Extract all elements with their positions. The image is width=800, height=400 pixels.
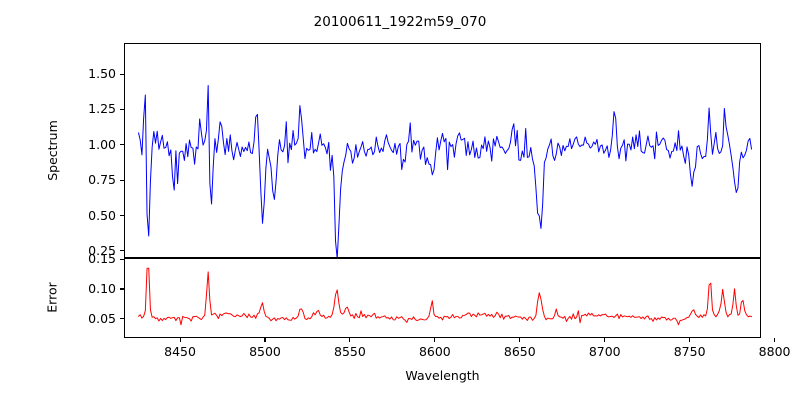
spectrum-ytick-label: 1.00 bbox=[88, 136, 116, 152]
error-ytick-label: 0.15 bbox=[88, 251, 116, 267]
x-axis-label: Wavelength bbox=[405, 368, 480, 383]
spectrum-ytick-mark bbox=[120, 215, 124, 217]
xtick-label: 8800 bbox=[758, 344, 791, 359]
xtick-mark bbox=[434, 338, 436, 342]
error-ytick-label: 0.05 bbox=[88, 310, 116, 326]
xtick-label: 8550 bbox=[334, 344, 366, 359]
error-ytick-mark bbox=[120, 288, 124, 290]
xtick-label: 8450 bbox=[164, 344, 196, 359]
spectrum-line bbox=[138, 84, 753, 257]
page-title: 20100611_1922m59_070 bbox=[313, 14, 487, 30]
spectrum-ytick-label: 1.25 bbox=[88, 101, 116, 117]
xtick-label: 8650 bbox=[503, 344, 536, 359]
xtick-mark bbox=[264, 338, 266, 342]
error-axes[interactable] bbox=[124, 258, 761, 338]
spectrum-ytick-mark bbox=[120, 250, 124, 252]
spectrum-axes[interactable] bbox=[124, 43, 761, 258]
xtick-mark bbox=[349, 338, 351, 342]
error-line bbox=[138, 267, 753, 326]
spectrum-axis-label: Spectrum bbox=[44, 119, 60, 181]
spectrum-ytick-label: 0.25 bbox=[88, 242, 116, 258]
error-trace bbox=[138, 267, 753, 326]
spectrum-ytick-mark bbox=[120, 144, 124, 146]
spectrum-trace bbox=[138, 84, 753, 257]
xtick-label: 8600 bbox=[418, 344, 451, 359]
xtick-mark bbox=[689, 338, 691, 342]
spectrum-ytick-label: 0.50 bbox=[88, 207, 116, 223]
spectrum-ytick-label: 1.50 bbox=[88, 66, 116, 82]
xtick-label: 8700 bbox=[588, 344, 621, 359]
spectrum-ytick-mark bbox=[120, 73, 124, 75]
xtick-mark bbox=[774, 338, 776, 342]
xtick-label: 8500 bbox=[249, 344, 281, 359]
error-axis-label: Error bbox=[44, 282, 60, 313]
error-ytick-mark bbox=[120, 318, 124, 320]
spectrum-ytick-mark bbox=[120, 179, 124, 181]
xtick-mark bbox=[604, 338, 606, 342]
xtick-label: 8750 bbox=[673, 344, 706, 359]
error-ytick-label: 0.10 bbox=[88, 281, 116, 297]
xtick-mark bbox=[179, 338, 181, 342]
spectrum-ytick-label: 0.75 bbox=[88, 172, 116, 188]
xtick-mark bbox=[519, 338, 521, 342]
error-ytick-mark bbox=[120, 258, 124, 260]
spectrum-ytick-mark bbox=[120, 108, 124, 111]
